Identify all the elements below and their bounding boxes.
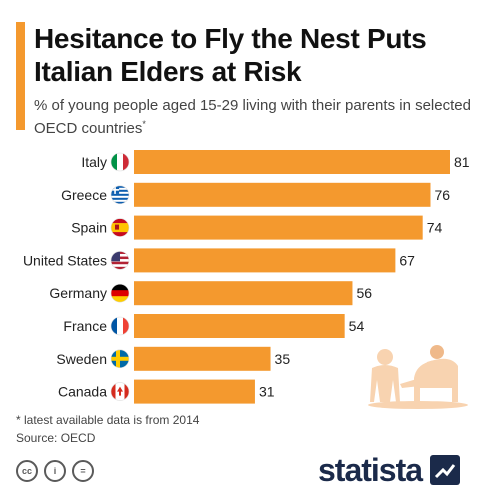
subtitle-footnote-mark: *: [142, 119, 146, 129]
chart-title: Hesitance to Fly the Nest Puts Italian E…: [34, 23, 427, 87]
sweden-flag-icon: [110, 349, 130, 369]
canada-flag-icon: [110, 382, 130, 401]
statista-logo-icon: [430, 455, 461, 485]
category-label: Sweden: [56, 351, 107, 367]
bar-chart: Italy 81 Greece 76 Spain 74 United States 67 Ger…: [23, 150, 470, 409]
source-note: Source: OECD: [16, 431, 96, 445]
category-label: Italy: [81, 154, 107, 170]
bar-united-states: [134, 248, 396, 273]
bar-germany: [134, 281, 353, 306]
title-accent-bar: [16, 22, 25, 130]
category-label: France: [63, 318, 107, 334]
by-icon: i: [44, 460, 66, 482]
italy-flag-icon: [110, 152, 130, 172]
value-label: 31: [259, 384, 275, 400]
value-label: 76: [434, 187, 450, 203]
bars-group: Italy 81 Greece 76 Spain 74 United States 67 Ger…: [23, 150, 470, 404]
value-label: 56: [356, 285, 372, 301]
bar-spain: [134, 215, 423, 240]
nd-icon: =: [72, 460, 94, 482]
value-label: 81: [454, 154, 470, 170]
value-label: 35: [275, 351, 291, 367]
value-label: 74: [427, 220, 443, 236]
category-label: Germany: [49, 285, 107, 301]
greece-flag-icon: [110, 185, 130, 205]
statista-logo: statista: [318, 452, 461, 488]
value-label: 67: [399, 252, 415, 268]
chart-subtitle: % of young people aged 15-29 living with…: [34, 96, 484, 138]
category-label: Canada: [58, 384, 107, 400]
subtitle-text: % of young people aged 15-29 living with…: [34, 97, 471, 137]
category-label: United States: [23, 252, 107, 268]
usa-flag-icon: [110, 251, 130, 270]
bar-italy: [134, 150, 450, 174]
license-icons: cc i =: [16, 460, 94, 482]
value-label: 54: [349, 318, 365, 334]
category-label: Greece: [61, 187, 107, 203]
bar-france: [134, 314, 345, 338]
brand-name: statista: [318, 452, 423, 488]
elderly-couple-illustration: [368, 345, 468, 409]
germany-flag-icon: [110, 283, 130, 303]
bar-sweden: [134, 346, 271, 371]
footnote: * latest available data is from 2014: [16, 413, 200, 427]
bar-canada: [134, 379, 255, 404]
cc-icon: cc: [16, 460, 38, 482]
bar-greece: [134, 182, 431, 207]
category-label: Spain: [71, 220, 107, 236]
france-flag-icon: [110, 316, 130, 336]
spain-flag-icon: [110, 218, 130, 237]
